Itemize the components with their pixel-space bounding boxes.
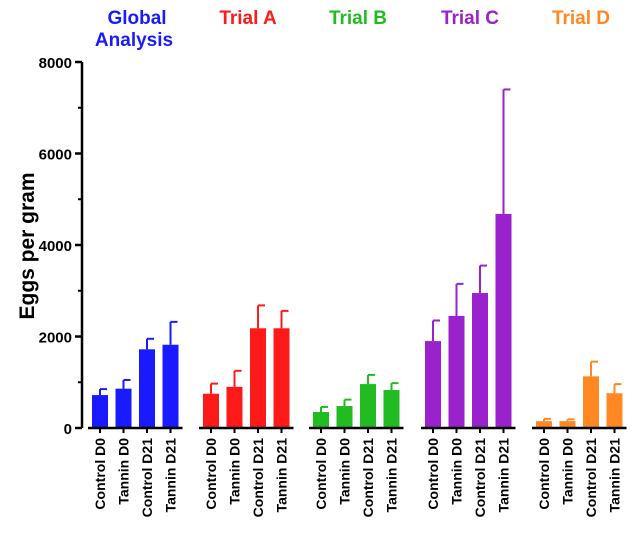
x-tick-label: Control D0 [203, 438, 219, 510]
y-tick-label: 8000 [39, 55, 72, 72]
bar [583, 376, 599, 428]
bar [273, 328, 290, 428]
x-tick-label: Control D21 [472, 438, 488, 518]
bar [162, 344, 179, 428]
x-tick-label: Tannin D0 [116, 438, 132, 505]
x-tick-label: Control D21 [583, 438, 599, 518]
x-tick-label: Tannin D21 [274, 438, 290, 513]
bar [495, 213, 512, 428]
y-tick-label: 2000 [39, 330, 72, 347]
x-tick-label: Tannin D0 [449, 438, 465, 505]
x-tick-label: Control D21 [139, 438, 155, 518]
bar [536, 421, 552, 428]
x-tick-label: Tannin D21 [607, 438, 623, 513]
x-tick-label: Tannin D0 [560, 438, 576, 505]
bar [472, 293, 488, 428]
bar [360, 384, 376, 428]
bars [92, 88, 623, 428]
y-tick-label: 4000 [39, 238, 72, 255]
x-tick-label: Tannin D21 [496, 438, 512, 513]
y-axis-label: Eggs per gram [16, 172, 39, 319]
bar [203, 393, 219, 428]
group-titles: Global Analysis Trial A Trial B Trial C Trial… [95, 8, 610, 51]
y-tick-label: 6000 [39, 147, 72, 164]
bar [313, 411, 329, 428]
x-tick-label: Control D21 [360, 438, 376, 518]
x-tick-label: Control D0 [92, 438, 108, 510]
bar [92, 395, 108, 428]
bar [336, 406, 353, 428]
x-tick-label: Tannin D0 [227, 438, 243, 505]
group-title: Global Analysis [95, 8, 173, 51]
group-title: Trial B [329, 8, 387, 29]
x-tick-label: Tannin D21 [384, 438, 400, 513]
bar [559, 421, 576, 428]
bar [448, 315, 465, 428]
bar [383, 390, 400, 428]
bar [115, 388, 132, 428]
bar [606, 393, 623, 428]
x-axis: Control D0 Tannin D0 Control D21 Tannin D21… [88, 426, 627, 518]
x-tick-label: Control D21 [250, 438, 266, 518]
group-title: Trial A [219, 8, 277, 29]
bar [250, 328, 266, 428]
y-axis: 0 2000 4000 6000 8000 [39, 55, 84, 438]
x-tick-label: Control D0 [313, 438, 329, 510]
x-tick-label: Tannin D21 [163, 438, 179, 513]
bar [226, 386, 243, 428]
y-tick-label: 0 [64, 421, 72, 438]
x-tick-label: Control D0 [425, 438, 441, 510]
group-title: Trial C [441, 8, 499, 29]
x-tick-label: Tannin D0 [337, 438, 353, 505]
bar [139, 349, 155, 428]
x-tick-label: Control D0 [536, 438, 552, 510]
group-title: Trial D [552, 8, 610, 29]
bar [425, 341, 441, 428]
